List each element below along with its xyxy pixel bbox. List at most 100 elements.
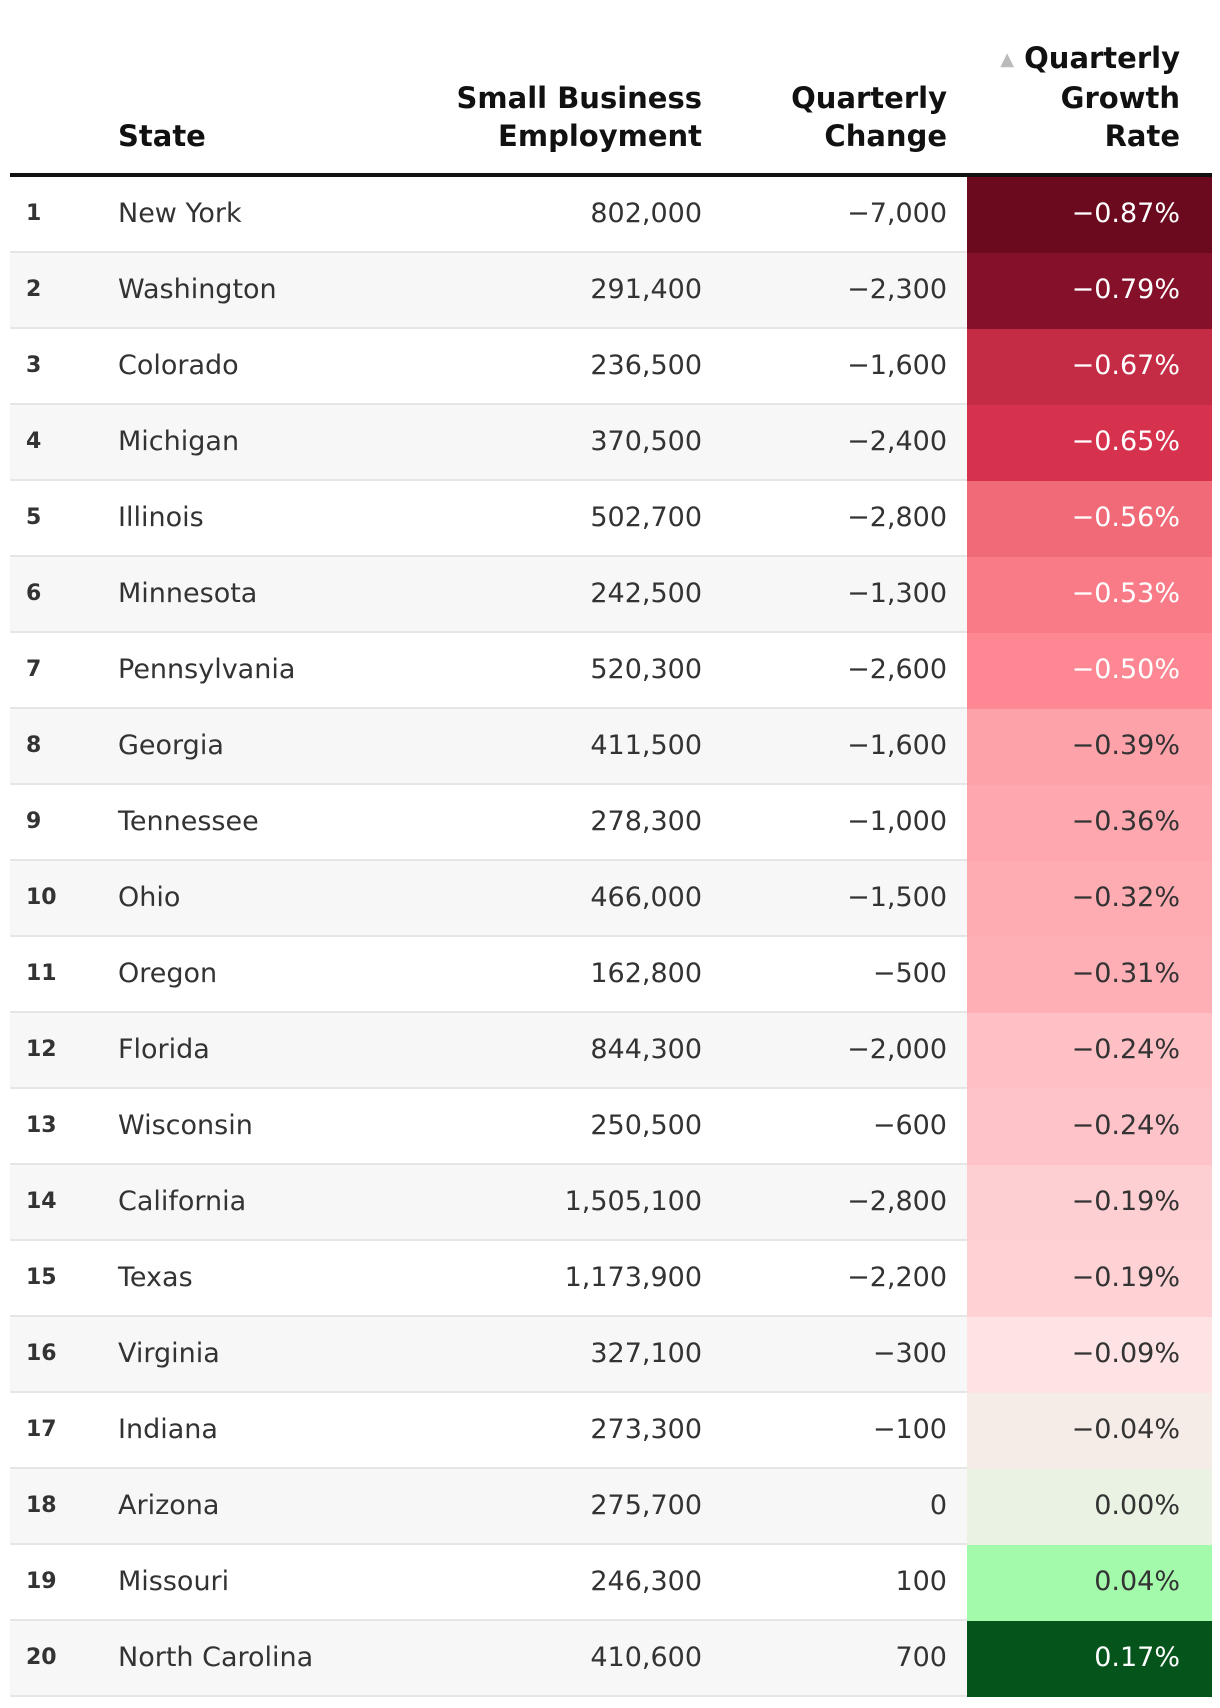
column-header-employment[interactable]: Small Business Employment — [457, 79, 702, 155]
change-cell: −2,300 — [847, 274, 947, 305]
table-row: 9 Tennessee 278,300 −1,000 −0.36% — [10, 785, 1212, 861]
employment-cell: 370,500 — [590, 426, 702, 457]
growth-rate-cell: −0.36% — [967, 785, 1212, 861]
state-cell: Minnesota — [118, 578, 258, 609]
employment-cell: 1,173,900 — [564, 1262, 702, 1293]
growth-rate-cell: −0.39% — [967, 709, 1212, 785]
employment-cell: 236,500 — [590, 350, 702, 381]
table-row: 2 Washington 291,400 −2,300 −0.79% — [10, 253, 1212, 329]
rank-cell: 10 — [26, 885, 57, 910]
table-row: 12 Florida 844,300 −2,000 −0.24% — [10, 1013, 1212, 1089]
rank-cell: 2 — [26, 277, 42, 302]
table-row: 11 Oregon 162,800 −500 −0.31% — [10, 937, 1212, 1013]
growth-rate-cell: −0.87% — [967, 177, 1212, 253]
change-cell: −1,600 — [847, 730, 947, 761]
column-header-growth-rate-line-3: Rate — [1104, 119, 1180, 153]
table-row: 8 Georgia 411,500 −1,600 −0.39% — [10, 709, 1212, 785]
state-cell: Michigan — [118, 426, 240, 457]
column-header-change-line-2: Change — [824, 119, 947, 153]
growth-rate-cell: 0.04% — [967, 1545, 1212, 1621]
state-cell: Texas — [118, 1262, 193, 1293]
growth-rate-cell: −0.65% — [967, 405, 1212, 481]
state-cell: Florida — [118, 1034, 210, 1065]
column-header-growth-rate-line-1: Quarterly — [1024, 41, 1180, 75]
state-cell: Arizona — [118, 1490, 220, 1521]
table-row: 3 Colorado 236,500 −1,600 −0.67% — [10, 329, 1212, 405]
rank-cell: 18 — [26, 1493, 57, 1518]
employment-cell: 411,500 — [590, 730, 702, 761]
change-cell: −2,400 — [847, 426, 947, 457]
rank-cell: 5 — [26, 505, 42, 530]
employment-cell: 246,300 — [590, 1566, 702, 1597]
change-cell: −2,800 — [847, 502, 947, 533]
change-cell: −1,300 — [847, 578, 947, 609]
state-cell: California — [118, 1186, 247, 1217]
rank-cell: 20 — [26, 1645, 57, 1670]
table-row: 19 Missouri 246,300 100 0.04% — [10, 1545, 1212, 1621]
growth-rate-cell: −0.31% — [967, 937, 1212, 1013]
rank-cell: 9 — [26, 809, 42, 834]
rank-cell: 13 — [26, 1113, 57, 1138]
growth-rate-cell: −0.56% — [967, 481, 1212, 557]
employment-cell: 278,300 — [590, 806, 702, 837]
growth-rate-cell: −0.19% — [967, 1241, 1212, 1317]
change-cell: −2,200 — [847, 1262, 947, 1293]
column-header-change-line-1: Quarterly — [791, 81, 947, 115]
column-header-change[interactable]: Quarterly Change — [791, 79, 947, 155]
table-body: 1 New York 802,000 −7,000 −0.87% 2 Washington 2… — [10, 177, 1212, 1697]
employment-cell: 291,400 — [590, 274, 702, 305]
data-table: State Small Business Employment Quarterl… — [10, 0, 1212, 1697]
table-row: 14 California 1,505,100 −2,800 −0.19% — [10, 1165, 1212, 1241]
rank-cell: 12 — [26, 1037, 57, 1062]
employment-cell: 273,300 — [590, 1414, 702, 1445]
change-cell: −300 — [872, 1338, 947, 1369]
table-row: 7 Pennsylvania 520,300 −2,600 −0.50% — [10, 633, 1212, 709]
rank-cell: 17 — [26, 1417, 57, 1442]
change-cell: −600 — [872, 1110, 947, 1141]
rank-cell: 8 — [26, 733, 42, 758]
state-cell: Wisconsin — [118, 1110, 253, 1141]
employment-cell: 844,300 — [590, 1034, 702, 1065]
state-cell: Illinois — [118, 502, 204, 533]
employment-cell: 162,800 — [590, 958, 702, 989]
employment-cell: 242,500 — [590, 578, 702, 609]
growth-rate-cell: 0.17% — [967, 1621, 1212, 1697]
growth-rate-cell: −0.19% — [967, 1165, 1212, 1241]
employment-cell: 520,300 — [590, 654, 702, 685]
change-cell: −1,500 — [847, 882, 947, 913]
rank-cell: 16 — [26, 1341, 57, 1366]
table-row: 1 New York 802,000 −7,000 −0.87% — [10, 177, 1212, 253]
state-cell: Colorado — [118, 350, 239, 381]
employment-cell: 466,000 — [590, 882, 702, 913]
state-cell: Indiana — [118, 1414, 218, 1445]
table-row: 18 Arizona 275,700 0 0.00% — [10, 1469, 1212, 1545]
change-cell: −7,000 — [847, 198, 947, 229]
state-cell: Pennsylvania — [118, 654, 296, 685]
change-cell: −100 — [872, 1414, 947, 1445]
rank-cell: 3 — [26, 353, 42, 378]
rank-cell: 6 — [26, 581, 42, 606]
growth-rate-cell: −0.50% — [967, 633, 1212, 709]
growth-rate-cell: −0.24% — [967, 1013, 1212, 1089]
state-cell: Washington — [118, 274, 277, 305]
state-cell: Virginia — [118, 1338, 220, 1369]
column-header-state-label: State — [118, 119, 206, 153]
change-cell: 0 — [929, 1490, 947, 1521]
column-header-growth-rate[interactable]: ▲ Quarterly Growth Rate — [1000, 39, 1180, 155]
change-cell: −1,000 — [847, 806, 947, 837]
growth-rate-cell: −0.67% — [967, 329, 1212, 405]
change-cell: 700 — [895, 1642, 947, 1673]
rank-cell: 1 — [26, 201, 42, 226]
state-cell: Georgia — [118, 730, 224, 761]
employment-cell: 1,505,100 — [564, 1186, 702, 1217]
change-cell: 100 — [895, 1566, 947, 1597]
state-cell: Tennessee — [118, 806, 259, 837]
growth-rate-cell: −0.24% — [967, 1089, 1212, 1165]
column-header-growth-rate-line-2: Growth — [1060, 81, 1180, 115]
employment-cell: 250,500 — [590, 1110, 702, 1141]
employment-cell: 802,000 — [590, 198, 702, 229]
column-header-state[interactable]: State — [118, 117, 206, 155]
sort-ascending-icon[interactable]: ▲ — [1000, 49, 1015, 70]
growth-rate-cell: −0.53% — [967, 557, 1212, 633]
change-cell: −1,600 — [847, 350, 947, 381]
